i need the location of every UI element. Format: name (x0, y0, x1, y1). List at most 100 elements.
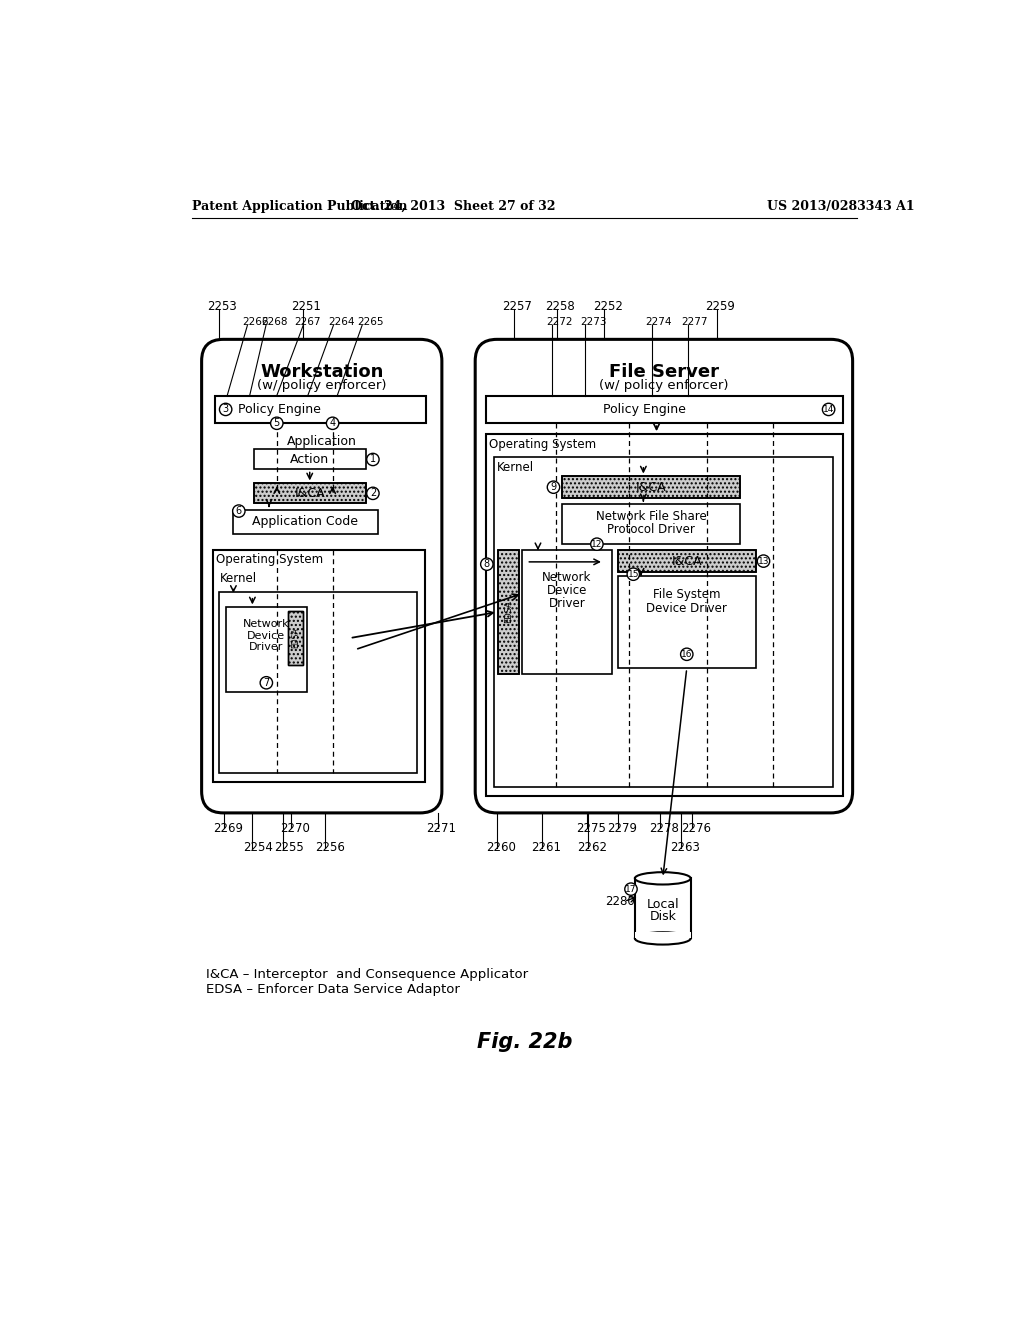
Bar (215, 396, 426, 424)
Bar (232, 510, 378, 535)
Bar (562, 504, 740, 544)
Text: Patent Application Publication: Patent Application Publication (193, 199, 408, 213)
Circle shape (327, 417, 339, 429)
Bar (225, 607, 307, 692)
Circle shape (758, 554, 770, 568)
Text: 2261: 2261 (531, 841, 561, 854)
FancyBboxPatch shape (475, 339, 853, 813)
Text: 14: 14 (823, 405, 835, 414)
Bar (617, 576, 756, 668)
Text: 2253: 2253 (207, 300, 237, 313)
Text: Kernel: Kernel (219, 573, 257, 585)
Text: I&CA: I&CA (295, 487, 325, 500)
Bar (498, 550, 519, 673)
Bar (486, 396, 843, 424)
Text: 16: 16 (681, 649, 692, 659)
Text: Device: Device (247, 631, 286, 640)
Bar (213, 549, 425, 781)
Bar (617, 550, 756, 572)
Text: 2252: 2252 (593, 300, 623, 313)
Text: (w/ policy enforcer): (w/ policy enforcer) (599, 379, 729, 392)
Text: 17: 17 (626, 884, 637, 894)
Text: 2260: 2260 (486, 841, 516, 854)
Text: 2274: 2274 (646, 317, 672, 327)
Text: 15: 15 (628, 570, 639, 578)
Bar (562, 477, 740, 498)
Bar (254, 449, 366, 470)
Text: 2278: 2278 (649, 822, 679, 834)
Text: 2271: 2271 (426, 822, 457, 834)
Text: Device: Device (547, 583, 587, 597)
Text: File Server: File Server (609, 363, 719, 380)
Text: Network File Share: Network File Share (596, 510, 707, 523)
Text: 2258: 2258 (545, 300, 574, 313)
Text: Network: Network (543, 570, 592, 583)
Circle shape (480, 558, 493, 570)
Bar (254, 483, 366, 503)
Bar (254, 483, 366, 503)
Text: 2280: 2280 (604, 895, 635, 908)
Bar (635, 878, 690, 939)
Bar (219, 591, 417, 774)
FancyBboxPatch shape (202, 339, 442, 813)
Text: 2254: 2254 (243, 841, 272, 854)
Text: Kernel: Kernel (497, 462, 535, 474)
Text: Protocol Driver: Protocol Driver (607, 523, 695, 536)
Circle shape (367, 487, 379, 499)
Text: 8: 8 (483, 560, 489, 569)
Text: Driver: Driver (549, 597, 586, 610)
Circle shape (681, 648, 693, 660)
Text: 2275: 2275 (575, 822, 606, 834)
Circle shape (367, 453, 379, 466)
Circle shape (219, 404, 231, 416)
Text: 2266: 2266 (243, 317, 269, 327)
Text: Device Driver: Device Driver (646, 602, 727, 615)
Text: Driver: Driver (249, 643, 284, 652)
Text: 2270: 2270 (280, 822, 310, 834)
Circle shape (260, 677, 272, 689)
Bar (494, 457, 834, 787)
Text: Operating System: Operating System (489, 437, 596, 450)
Bar (288, 611, 303, 665)
Text: 2279: 2279 (607, 822, 637, 834)
Text: 1: 1 (370, 454, 376, 465)
Bar (617, 550, 756, 572)
Text: 2: 2 (370, 488, 376, 499)
Text: 4: 4 (330, 418, 336, 428)
Text: Fig. 22b: Fig. 22b (477, 1032, 572, 1052)
Text: 3: 3 (222, 404, 228, 414)
Ellipse shape (635, 932, 690, 945)
Text: 7: 7 (263, 677, 269, 688)
Text: Action: Action (290, 453, 330, 466)
Circle shape (547, 480, 560, 494)
Circle shape (232, 506, 245, 517)
Text: 2277: 2277 (681, 317, 708, 327)
Text: 2273: 2273 (580, 317, 606, 327)
Text: 2276: 2276 (681, 822, 712, 834)
Text: I&CA: I&CA (636, 480, 667, 494)
Text: Workstation: Workstation (260, 363, 383, 380)
Circle shape (270, 417, 283, 429)
Text: Application: Application (287, 436, 356, 449)
Text: 2263: 2263 (671, 841, 700, 854)
Text: US 2013/0283343 A1: US 2013/0283343 A1 (767, 199, 914, 213)
Text: 2265: 2265 (357, 317, 384, 327)
Circle shape (591, 539, 603, 550)
Ellipse shape (635, 873, 690, 884)
Text: Disk: Disk (649, 909, 676, 923)
Text: EDSA – Enforcer Data Service Adaptor: EDSA – Enforcer Data Service Adaptor (206, 983, 460, 997)
Text: 2262: 2262 (578, 841, 607, 854)
Circle shape (822, 404, 835, 416)
Text: EDSA: EDSA (291, 628, 300, 648)
Text: File System: File System (653, 589, 721, 602)
Text: 2259: 2259 (706, 300, 735, 313)
Text: I&CA: I&CA (672, 554, 702, 568)
Bar (522, 550, 611, 673)
Text: Operating System: Operating System (216, 553, 324, 566)
Text: 2251: 2251 (291, 300, 321, 313)
Text: Policy Engine: Policy Engine (603, 403, 686, 416)
Text: 2256: 2256 (315, 841, 345, 854)
Text: 2267: 2267 (295, 317, 322, 327)
Text: I&CA – Interceptor  and Consequence Applicator: I&CA – Interceptor and Consequence Appli… (206, 968, 527, 981)
Circle shape (627, 568, 640, 581)
